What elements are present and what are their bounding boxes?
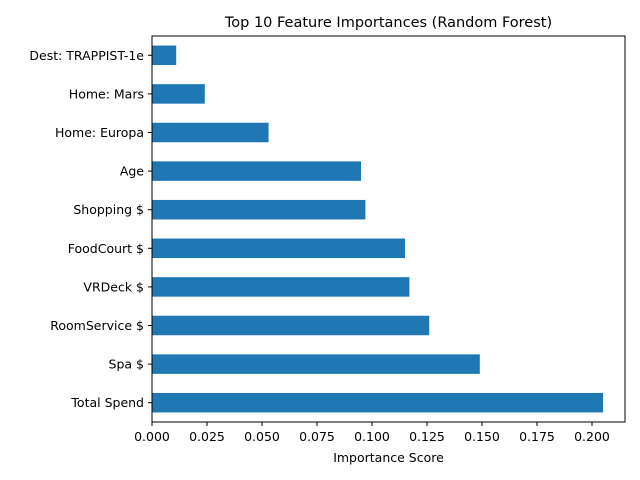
x-tick-label: 0.075 bbox=[299, 429, 335, 444]
x-tick-label: 0.150 bbox=[464, 429, 500, 444]
y-tick-label: Spa $ bbox=[109, 357, 144, 372]
bar-foodcourt bbox=[152, 238, 405, 259]
y-tick-label: VRDeck $ bbox=[83, 279, 144, 294]
y-tick-label: Home: Mars bbox=[69, 86, 144, 101]
bar-roomservice bbox=[152, 315, 430, 336]
bar-age bbox=[152, 161, 361, 181]
y-tick-label: Age bbox=[120, 164, 144, 179]
bar-vrdeck bbox=[152, 277, 410, 297]
bar-spa bbox=[152, 354, 480, 374]
x-tick-label: 0.125 bbox=[409, 429, 445, 444]
bars-group bbox=[152, 45, 603, 413]
x-axis-label: Importance Score bbox=[333, 450, 444, 465]
bar-home-europa bbox=[152, 122, 269, 143]
bar-home-mars bbox=[152, 84, 205, 104]
plot-frame bbox=[151, 35, 626, 423]
x-tick-label: 0.025 bbox=[189, 429, 225, 444]
y-tick-label: Total Spend bbox=[70, 395, 144, 410]
y-tick-label: Home: Europa bbox=[55, 125, 144, 140]
bar-dest-trappist-1e bbox=[152, 45, 177, 66]
y-tick-label: Shopping $ bbox=[73, 202, 144, 217]
y-tick-label: RoomService $ bbox=[50, 318, 144, 333]
bar-shopping bbox=[152, 199, 366, 220]
y-tick-label: FoodCourt $ bbox=[68, 241, 144, 256]
chart-title: Top 10 Feature Importances (Random Fores… bbox=[224, 15, 552, 31]
x-tick-label: 0.000 bbox=[134, 429, 170, 444]
y-tick-label: Dest: TRAPPIST-1e bbox=[29, 48, 144, 63]
x-tick-label: 0.100 bbox=[354, 429, 390, 444]
x-tick-label: 0.050 bbox=[244, 429, 280, 444]
x-tick-label: 0.175 bbox=[519, 429, 555, 444]
x-axis-ticks: 0.000 0.025 0.050 0.075 0.100 0.125 0.150 0.175… bbox=[134, 422, 610, 444]
y-axis-ticks: Total Spend Spa $ RoomService $ VRDeck $ Foo… bbox=[29, 48, 152, 410]
bar-total-spend bbox=[152, 392, 603, 413]
x-tick-label: 0.200 bbox=[574, 429, 610, 444]
